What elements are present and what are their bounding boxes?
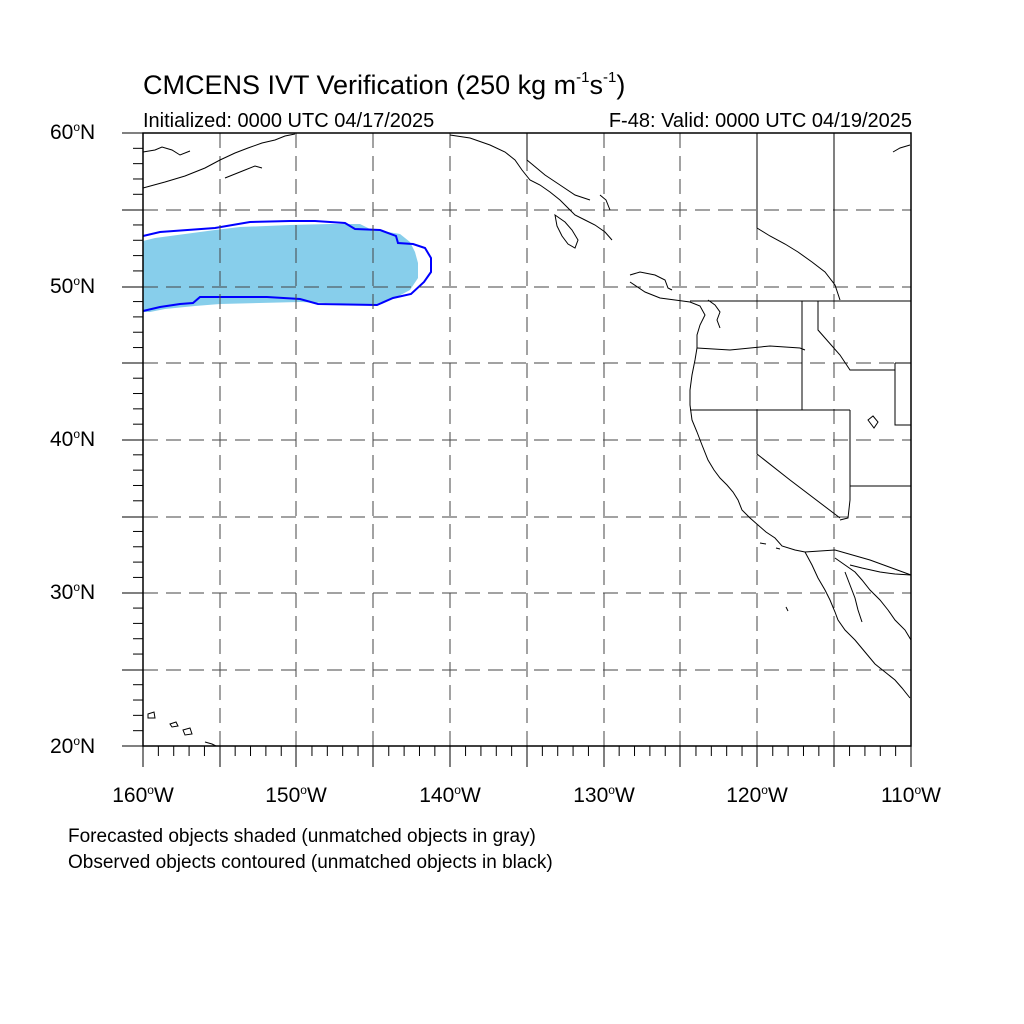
- gridlines: [143, 133, 911, 746]
- axis-ticks: [122, 132, 912, 767]
- valid-time-label: F-48: Valid: 0000 UTC 04/19/2025: [608, 110, 912, 132]
- lat-label-50n: 50oN: [50, 274, 96, 298]
- lat-label-20n: 20oN: [50, 734, 96, 758]
- lon-label-110w: 110oW: [881, 783, 941, 807]
- init-time-label: Initialized: 0000 UTC 04/17/2025: [143, 110, 435, 132]
- forecast-object: [143, 224, 418, 312]
- footnote-observed: Observed objects contoured (unmatched ob…: [68, 852, 553, 873]
- chart-title: CMCENS IVT Verification (250 kg m-1s-1): [143, 69, 626, 101]
- lon-label-120w: 120oW: [726, 783, 788, 807]
- lon-label-150w: 150oW: [265, 783, 327, 807]
- minor-ticks: [133, 147, 897, 756]
- lat-label-30n: 30oN: [50, 580, 96, 604]
- footnote-forecast: Forecasted objects shaded (unmatched obj…: [68, 826, 536, 847]
- political-borders: [526, 133, 912, 576]
- title-text-suffix: ): [616, 70, 626, 100]
- lon-label-140w: 140oW: [419, 783, 481, 807]
- lat-label-40n: 40oN: [50, 427, 96, 451]
- title-text-mid: s: [589, 70, 604, 100]
- title-exponent-2: -1: [603, 69, 617, 86]
- observed-object-contour: [142, 220, 432, 312]
- lon-label-160w: 160oW: [112, 783, 174, 807]
- lat-label-60n: 60oN: [50, 120, 96, 144]
- lon-label-130w: 130oW: [573, 783, 635, 807]
- title-text: CMCENS IVT Verification (250 kg m: [143, 70, 577, 100]
- title-exponent-1: -1: [576, 69, 590, 86]
- coastlines: [142, 133, 912, 747]
